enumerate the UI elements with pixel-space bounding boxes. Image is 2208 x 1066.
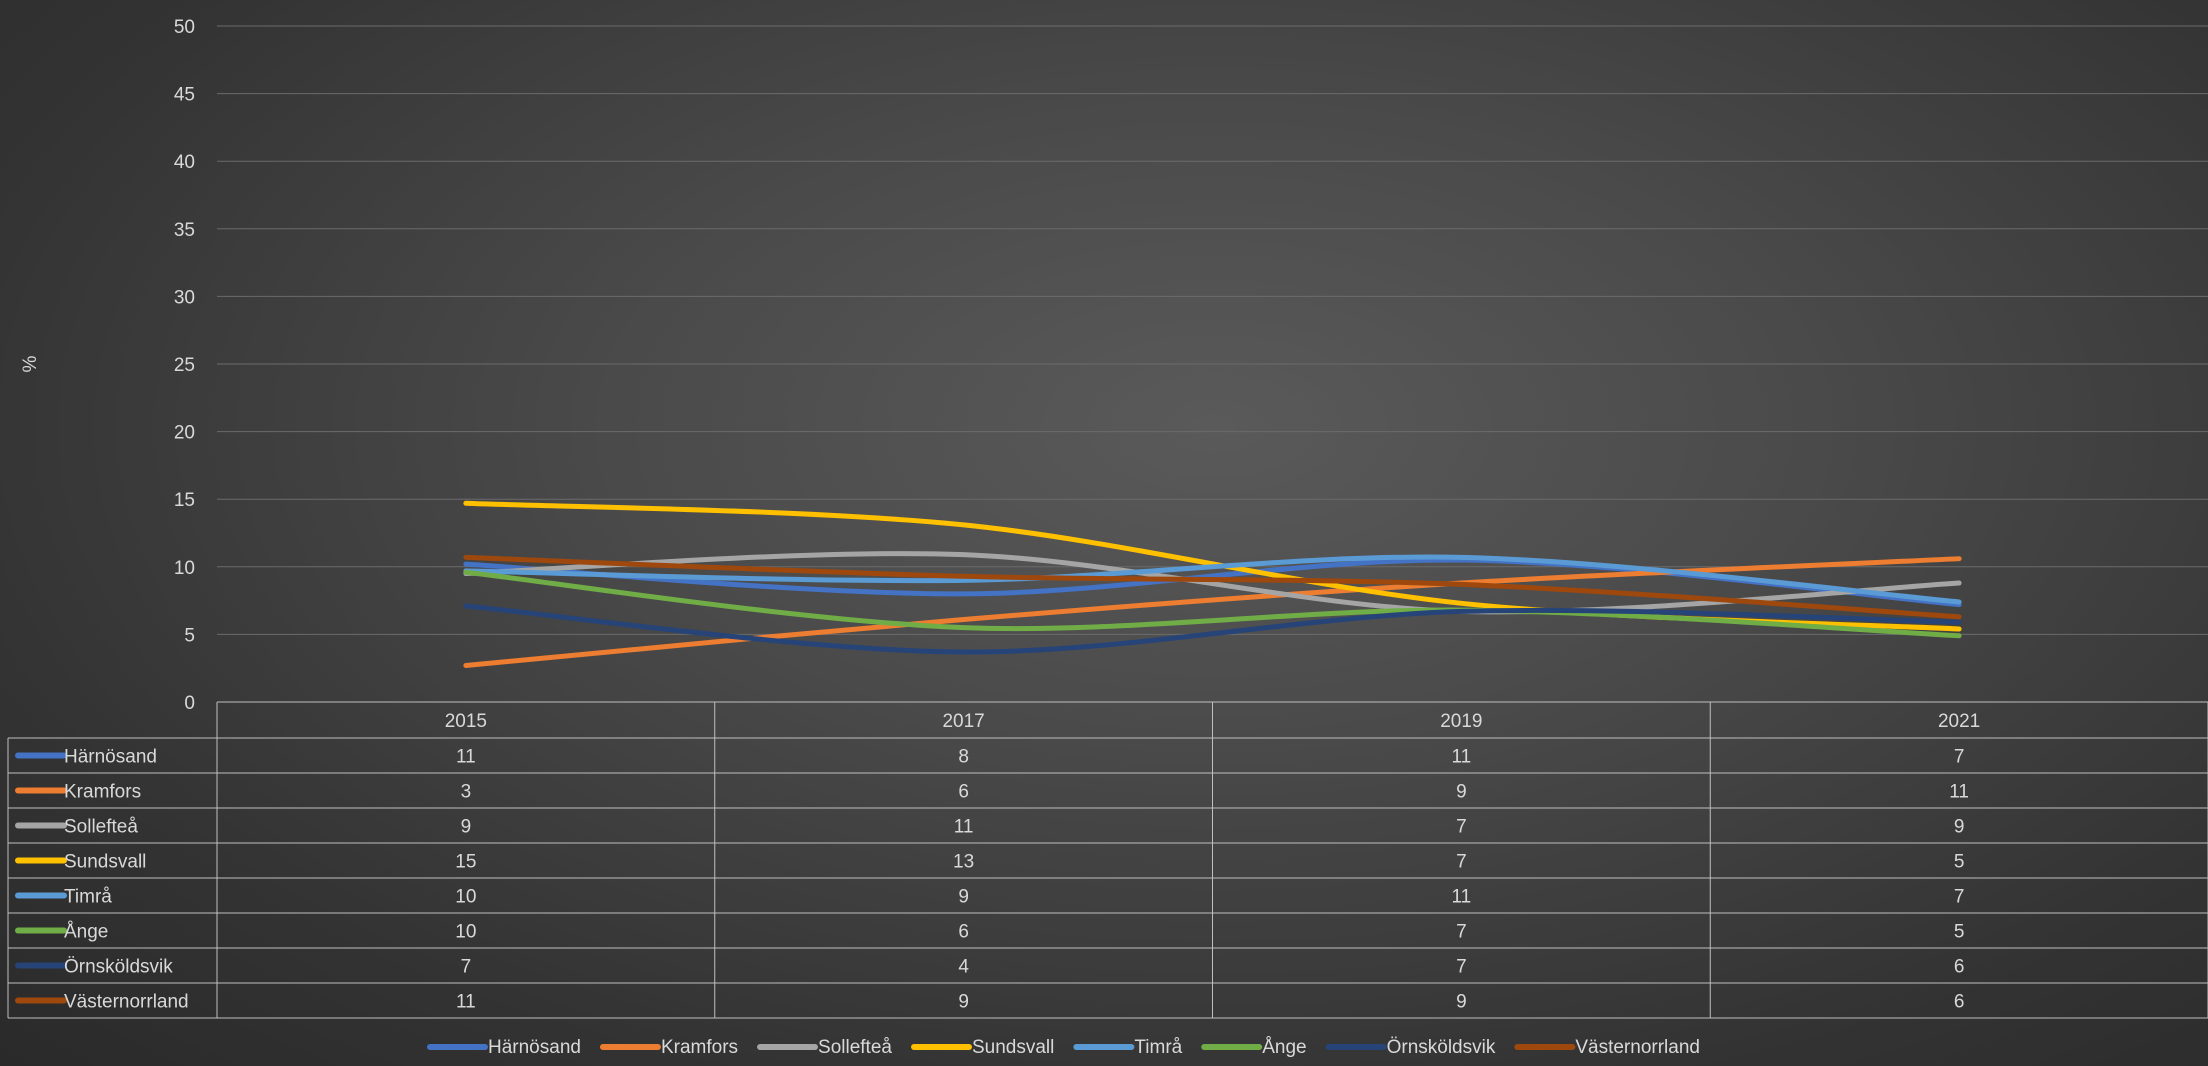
series-line [463,603,1962,655]
table-cell: 9 [958,992,969,1013]
legend-item-label: Västernorrland [1575,1037,1700,1058]
y-tick-label: 20 [174,423,195,444]
table-cell: 9 [1954,817,1965,838]
legend-item-label: Kramfors [661,1037,738,1058]
y-tick-label: 0 [184,693,195,714]
table-cell: 5 [1954,852,1965,873]
y-tick-label: 15 [174,490,195,511]
table-row-label: Sollefteå [64,817,138,838]
data-table: 2015 2017 2019 2021 Härnösand 11 8 11 7 Kramfors 3… [7,701,2208,1019]
table-cell: 4 [958,957,969,978]
table-cell: 6 [1954,957,1965,978]
series-lines [463,500,1962,668]
legend-item-label: Härnösand [488,1037,581,1058]
table-row-label: Örnsköldsvik [64,957,173,978]
y-tick-label: 30 [174,287,195,308]
gridlines [217,25,2208,635]
y-tick-label: 10 [174,558,195,579]
series-line [463,569,1962,639]
table-cell: 15 [455,852,476,873]
table-cell: 9 [958,887,969,908]
table-cell: 9 [461,817,472,838]
table-row-label: Kramfors [64,782,141,803]
table-cell: 7 [461,957,472,978]
table-cell: 10 [455,887,476,908]
y-axis-label: % [20,355,41,372]
table-row-label: Timrå [64,887,112,908]
series-line [463,556,1962,668]
legend-item-label: Ånge [1262,1037,1306,1058]
x-tick-label: 2017 [942,711,984,732]
series-line [463,554,1962,605]
table-cell: 11 [1452,747,1472,768]
table-cell: 11 [954,817,974,838]
x-tick-label: 2019 [1440,711,1482,732]
y-tick-label: 45 [174,85,195,106]
y-tick-label: 35 [174,220,195,241]
table-cell: 11 [456,747,476,768]
table-cell: 7 [1456,957,1467,978]
x-tick-label: 2015 [445,711,487,732]
table-cell: 7 [1954,887,1965,908]
x-tick-label: 2021 [1938,711,1980,732]
table-cell: 7 [1456,922,1467,943]
legend-item-label: Örnsköldsvik [1387,1037,1496,1058]
table-row-label: Västernorrland [64,992,189,1013]
legend-item-label: Sollefteå [818,1037,892,1058]
y-tick-label: 40 [174,152,195,173]
table-cell: 7 [1456,852,1467,873]
table-cell: 13 [953,852,974,873]
table-row-label: Sundsvall [64,852,146,873]
table-row-label: Ånge [64,922,108,943]
table-cell: 9 [1456,782,1467,803]
y-axis-ticks: 0 5 10 15 20 25 30 35 40 45 50 [174,17,195,714]
table-cell: 10 [455,922,476,943]
table-cell: 9 [1456,992,1467,1013]
table-cell: 7 [1954,747,1965,768]
table-cell: 11 [1452,887,1472,908]
table-cell: 11 [1949,782,1969,803]
table-cell: 11 [456,992,476,1013]
table-cell: 8 [958,747,969,768]
y-tick-label: 5 [184,625,195,646]
table-row-label: Härnösand [64,747,157,768]
table-cell: 6 [958,782,969,803]
table-cell: 5 [1954,922,1965,943]
series-line [463,554,1962,620]
y-tick-label: 25 [174,355,195,376]
table-cell: 6 [958,922,969,943]
table-cell: 7 [1456,817,1467,838]
legend: Härnösand Kramfors Sollefteå Sundsvall Timrå… [427,1037,1700,1058]
legend-item-label: Timrå [1134,1037,1182,1058]
y-tick-label: 50 [174,17,195,38]
table-cell: 6 [1954,992,1965,1013]
table-cell: 3 [461,782,472,803]
legend-item-label: Sundsvall [972,1037,1054,1058]
